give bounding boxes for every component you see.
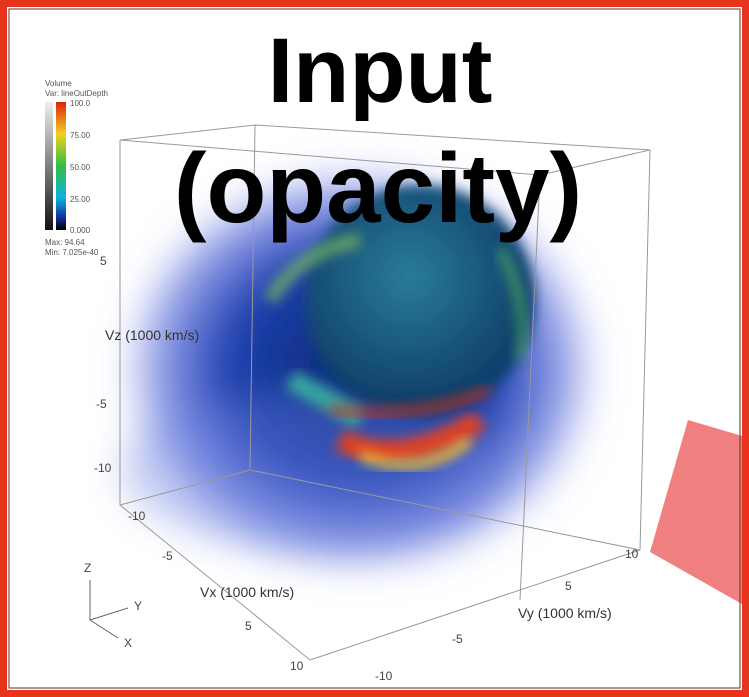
axis-label: Vy (1000 km/s) xyxy=(518,605,612,621)
title-line: Input xyxy=(268,20,493,122)
legend-variable: Var: lineOutDepth xyxy=(45,89,108,98)
tick-label: -5 xyxy=(96,397,107,411)
legend-min: Min: 7.025e-40 xyxy=(45,248,99,257)
legend-label: 0.000 xyxy=(70,226,91,235)
triad-label: X xyxy=(124,636,132,650)
slide: Volume Var: lineOutDepth 100.0 75.00 50.… xyxy=(0,0,749,697)
legend-opacity-bar xyxy=(45,102,53,230)
legend-label: 50.00 xyxy=(70,163,91,172)
triad-label: Y xyxy=(134,599,142,613)
tick-label: 10 xyxy=(625,547,639,561)
axis-label: Vx (1000 km/s) xyxy=(200,584,294,600)
tick-label: -10 xyxy=(94,461,112,475)
triad-label: Z xyxy=(84,561,91,575)
tick-label: 5 xyxy=(245,619,252,633)
tick-label: -10 xyxy=(128,509,146,523)
tick-label: 10 xyxy=(290,659,304,673)
title-line: (opacity) xyxy=(174,133,582,243)
legend-label: 75.00 xyxy=(70,131,91,140)
tick-label: -10 xyxy=(375,669,393,683)
tick-label: -5 xyxy=(162,549,173,563)
legend-heading: Volume xyxy=(45,79,72,88)
axis-label: Vz (1000 km/s) xyxy=(105,327,199,343)
tick-label: -5 xyxy=(452,632,463,646)
legend-max: Max: 94.64 xyxy=(45,238,85,247)
tick-label: 5 xyxy=(565,579,572,593)
legend-color-bar xyxy=(56,102,66,230)
tick-label: 5 xyxy=(100,254,107,268)
legend-label: 100.0 xyxy=(70,99,91,108)
legend-label: 25.00 xyxy=(70,195,91,204)
